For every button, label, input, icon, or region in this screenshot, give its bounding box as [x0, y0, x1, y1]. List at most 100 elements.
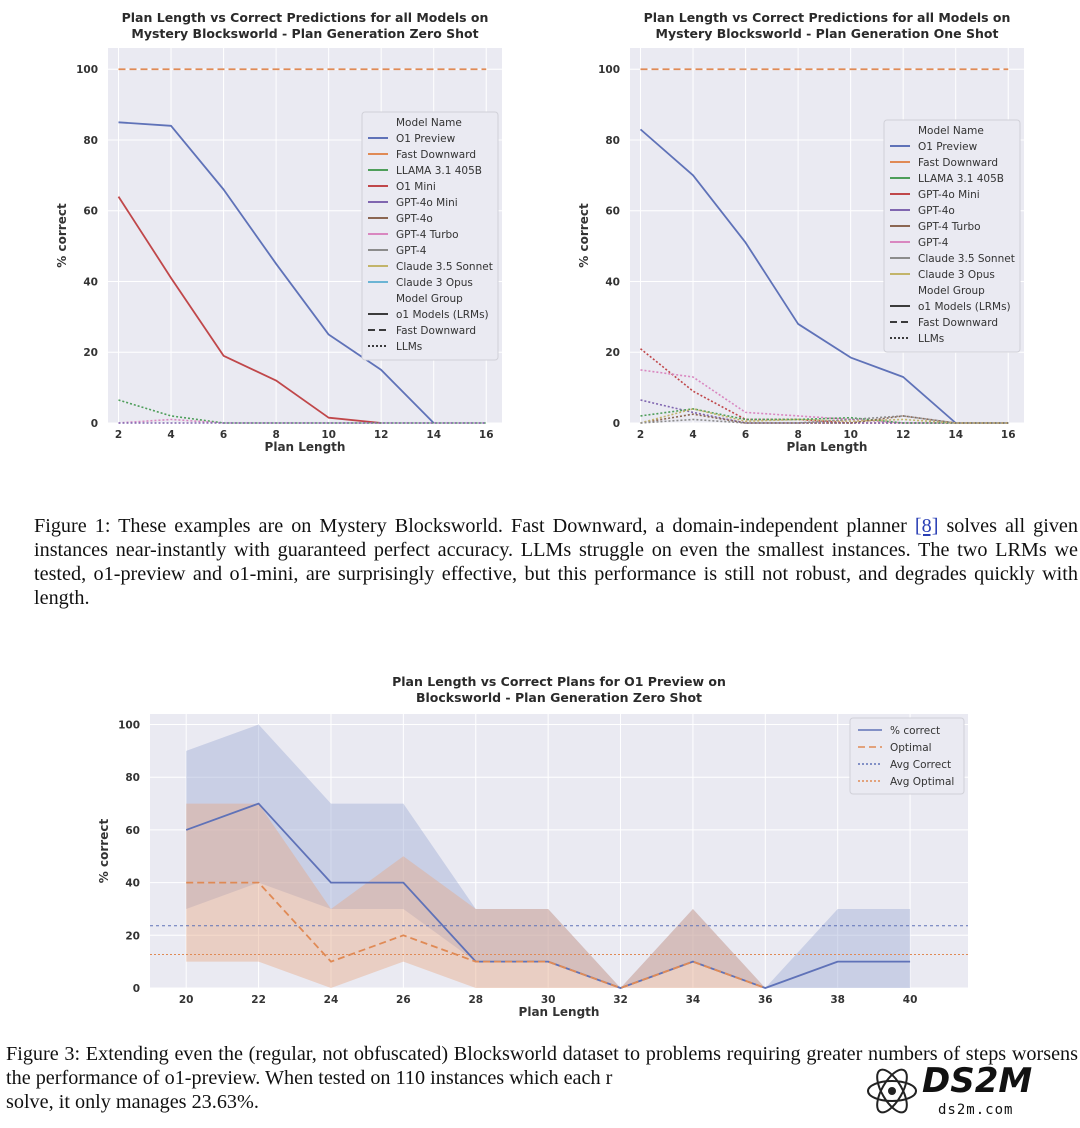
confidence-band-optimal: [186, 803, 766, 988]
x-tick-label: 2: [115, 429, 122, 441]
y-tick-label: 60: [605, 206, 620, 218]
chart-title-line: Plan Length vs Correct Plans for O1 Prev…: [392, 674, 726, 689]
y-tick-label: 100: [118, 720, 140, 732]
caption-text: solve, it only manages 23.63%.: [6, 1091, 259, 1113]
legend-item-label: LLAMA 3.1 405B: [918, 173, 1004, 185]
legend-item-label: LLMs: [918, 333, 944, 345]
y-tick-label: 80: [605, 135, 620, 147]
legend-item-label: LLMs: [396, 341, 422, 353]
y-tick-label: 80: [125, 772, 140, 784]
legend-box: [849, 717, 965, 795]
x-tick-label: 16: [479, 429, 494, 441]
legend-item-label: Claude 3.5 Sonnet: [918, 253, 1015, 265]
legend-item-label: GPT-4o: [396, 213, 433, 225]
legend-box: [883, 119, 1021, 353]
chart-title-line: Mystery Blocksworld - Plan Generation On…: [656, 26, 999, 41]
x-tick-label: 24: [324, 994, 339, 1006]
x-tick-label: 8: [794, 429, 801, 441]
x-tick-label: 4: [167, 429, 174, 441]
x-tick-label: 6: [220, 429, 227, 441]
legend-item-label: Optimal: [890, 742, 932, 754]
x-tick-label: 14: [948, 429, 963, 441]
y-tick-label: 80: [83, 135, 98, 147]
chart-legend: Model Name O1 Preview Fast Downward LLAMA 3…: [361, 111, 499, 361]
legend-item-label: Fast Downward: [396, 149, 476, 161]
x-tick-label: 6: [742, 429, 749, 441]
x-tick-label: 28: [468, 994, 483, 1006]
figure-1-caption: Figure 1: These examples are on Mystery …: [34, 514, 1078, 610]
x-tick-label: 10: [321, 429, 336, 441]
watermark-url: ds2m.com: [938, 1102, 1013, 1118]
y-tick-label: 60: [125, 825, 140, 837]
atom-icon: [867, 1068, 917, 1114]
chart-mystery-one-shot: Plan Length vs Correct Predictions for a…: [577, 10, 1024, 454]
x-axis-label: Plan Length: [519, 1005, 600, 1019]
series-line-optimal: [186, 881, 766, 989]
legend-item-label: Fast Downward: [918, 317, 998, 329]
y-tick-label: 100: [598, 64, 620, 76]
legend-title: Model Group: [396, 293, 463, 305]
y-axis-label: % correct: [55, 203, 69, 268]
x-tick-label: 36: [758, 994, 773, 1006]
caption-text: Figure 3: Extending even the (regular, n…: [6, 1043, 1078, 1089]
series-line-claude-3-opus: [640, 408, 1009, 424]
x-tick-label: 22: [251, 994, 266, 1006]
legend-item-label: Fast Downward: [918, 157, 998, 169]
y-tick-label: 0: [91, 418, 98, 430]
series-line-llama-3-1-405b: [118, 399, 487, 424]
legend-item-label: GPT-4 Turbo: [396, 229, 459, 241]
x-tick-label: 34: [686, 994, 701, 1006]
x-tick-label: 40: [903, 994, 918, 1006]
chart-legend: % correct Optimal Avg Correct Avg Optimal: [849, 717, 965, 795]
y-tick-label: 20: [605, 347, 620, 359]
y-axis-label: % correct: [577, 203, 591, 268]
chart-title-line: Plan Length vs Correct Predictions for a…: [644, 10, 1011, 25]
legend-title: Model Name: [396, 117, 462, 129]
legend-item-label: GPT-4o Mini: [918, 189, 980, 201]
x-tick-label: 30: [541, 994, 556, 1006]
x-tick-label: 32: [613, 994, 628, 1006]
x-tick-label: 4: [689, 429, 696, 441]
legend-item-label: O1 Mini: [396, 181, 436, 193]
chart-mystery-zero-shot: Plan Length vs Correct Predictions for a…: [55, 10, 502, 454]
chart-title-line: Mystery Blocksworld - Plan Generation Ze…: [131, 26, 478, 41]
chart-legend: Model Name O1 Preview Fast Downward LLAMA 3…: [883, 119, 1021, 353]
x-tick-label: 12: [896, 429, 911, 441]
legend-item-label: o1 Models (LRMs): [396, 309, 489, 321]
legend-item-label: Claude 3 Opus: [918, 269, 995, 281]
plot-area: [150, 714, 968, 988]
y-tick-label: 20: [125, 930, 140, 942]
y-tick-label: 20: [83, 347, 98, 359]
y-tick-label: 0: [613, 418, 620, 430]
caption-text: Figure 1: These examples are on Mystery …: [34, 515, 915, 537]
legend-item-label: O1 Preview: [918, 141, 978, 153]
legend-item-label: GPT-4 Turbo: [918, 221, 981, 233]
x-tick-label: 26: [396, 994, 411, 1006]
legend-item-label: GPT-4: [918, 237, 949, 249]
legend-item-label: Avg Correct: [890, 759, 951, 771]
y-tick-label: 40: [605, 276, 620, 288]
watermark-logo-text: DS2M: [922, 1061, 1032, 1101]
caption-text: solves all given instances near-instantl…: [34, 515, 1078, 609]
legend-item-label: Fast Downward: [396, 325, 476, 337]
series-line-o1-preview: [118, 121, 435, 424]
x-axis-label: Plan Length: [787, 440, 868, 454]
legend-item-label: Claude 3 Opus: [396, 277, 473, 289]
legend-title: Model Group: [918, 285, 985, 297]
figure-3-caption: Figure 3: Extending even the (regular, n…: [6, 1042, 1078, 1114]
y-tick-label: 100: [76, 64, 98, 76]
legend-item-label: LLAMA 3.1 405B: [396, 165, 482, 177]
legend-title: Model Name: [918, 125, 984, 137]
x-tick-label: 8: [272, 429, 279, 441]
legend-item-label: % correct: [890, 725, 940, 737]
x-tick-label: 14: [426, 429, 441, 441]
y-tick-label: 0: [133, 983, 140, 995]
x-tick-label: 20: [179, 994, 194, 1006]
series-line-gpt-4-turbo: [118, 418, 487, 424]
citation-link[interactable]: [8]: [914, 515, 939, 537]
x-tick-label: 2: [637, 429, 644, 441]
legend-item-label: O1 Preview: [396, 133, 456, 145]
x-tick-label: 10: [843, 429, 858, 441]
y-tick-label: 60: [83, 206, 98, 218]
x-axis-label: Plan Length: [265, 440, 346, 454]
